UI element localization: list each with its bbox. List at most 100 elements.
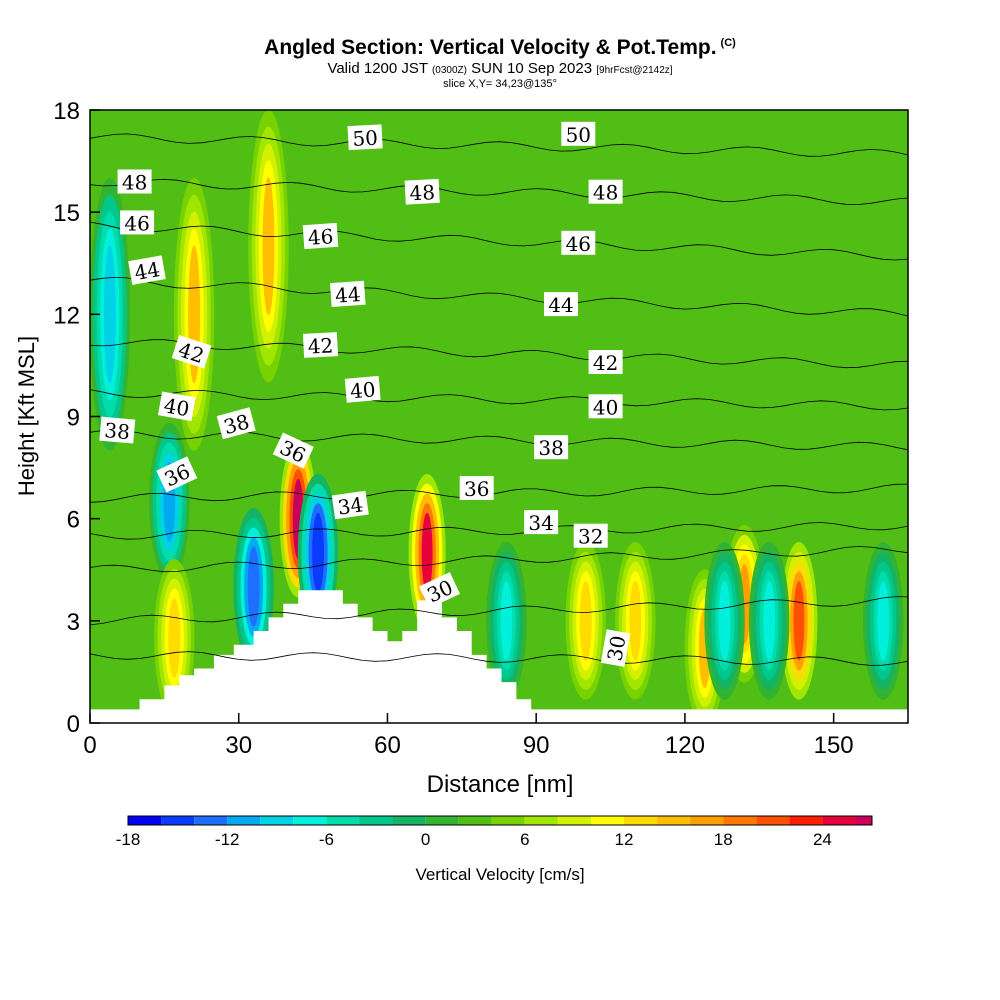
contour-label-box	[419, 572, 460, 609]
velocity-band	[421, 512, 433, 593]
contour-label-box	[573, 523, 608, 548]
contour-label: 46	[120, 210, 155, 235]
contour-label-text: 42	[307, 333, 334, 358]
theta-contour-line	[90, 389, 908, 411]
contour-label-box	[117, 169, 152, 194]
contour-label-box	[588, 350, 623, 374]
contour-label: 40	[157, 391, 196, 421]
velocity-band	[312, 512, 324, 593]
contour-label: 50	[561, 121, 596, 147]
subtitle-valid-time: Valid 1200 JST	[327, 60, 428, 77]
contour-label-text: 46	[124, 211, 149, 235]
y-tick-label: 12	[53, 302, 80, 329]
colorbar-swatch	[690, 816, 724, 825]
subtitle-forecast: [9hrFcst@2142z]	[596, 65, 673, 76]
contour-label: 46	[561, 230, 596, 256]
contour-label-text: 50	[566, 123, 591, 147]
contour-label-box	[600, 629, 631, 667]
contour-label: 36	[459, 476, 494, 501]
colorbar: -18 -12 -6 0 6 12 18 24	[116, 815, 873, 849]
colorbar-swatch	[756, 816, 790, 825]
contour-label: 48	[588, 179, 623, 205]
contour-label: 30	[600, 629, 631, 667]
colorbar-swatch	[557, 816, 591, 825]
velocity-cell	[565, 542, 606, 700]
theta-contour-line	[90, 483, 908, 503]
contour-label-text: 44	[133, 257, 162, 285]
velocity-band	[877, 580, 890, 661]
contour-label-text: 34	[336, 492, 365, 519]
x-axis-label: Distance [nm]	[427, 771, 574, 798]
contour-label-text: 40	[593, 395, 618, 419]
y-tick-label: 9	[67, 405, 80, 432]
contour-label: 38	[216, 407, 256, 440]
colorbar-swatch	[128, 816, 162, 825]
colorbar-swatch	[359, 816, 393, 825]
contour-label-text: 50	[352, 126, 379, 151]
contour-label-box	[524, 510, 559, 535]
contour-label-text: 40	[349, 377, 376, 403]
velocity-cell	[248, 110, 289, 383]
contour-label-box	[330, 280, 366, 308]
colorbar-swatch	[458, 816, 492, 825]
y-tick-label: 3	[67, 609, 80, 636]
contour-label-text: 48	[122, 171, 147, 195]
theta-contour-line	[90, 339, 908, 369]
colorbar-swatch	[392, 816, 426, 825]
contour-label-text: 42	[593, 351, 618, 375]
colorbar-swatch	[590, 816, 624, 825]
velocity-band	[629, 580, 642, 661]
velocity-band	[262, 177, 275, 316]
y-axis: 0 3 6 9 12 15 18	[53, 98, 100, 738]
velocity-cell	[90, 177, 131, 451]
contour-label: 34	[524, 510, 559, 535]
y-tick-label: 18	[53, 98, 80, 125]
contour-label-box	[331, 490, 369, 520]
contour-label-box	[120, 210, 155, 235]
contour-label: 50	[347, 124, 383, 151]
contour-label-box	[561, 121, 596, 146]
colorbar-swatch	[293, 816, 327, 825]
x-tick-label: 0	[83, 732, 96, 759]
contour-label-text: 38	[103, 418, 130, 444]
velocity-cell	[862, 542, 904, 700]
colorbar-tick-label: 12	[615, 830, 634, 849]
contour-label-text: 32	[578, 525, 603, 549]
colorbar-swatch	[789, 816, 823, 825]
contour-label: 44	[330, 280, 366, 308]
contour-label: 44	[544, 292, 578, 317]
colorbar-swatch	[260, 816, 294, 825]
velocity-cell	[704, 542, 745, 700]
contour-label-box	[347, 124, 383, 151]
contour-label-text: 44	[334, 282, 361, 308]
colorbar-swatch	[657, 816, 691, 825]
y-axis-label: Height [Kft MSL]	[14, 336, 39, 496]
x-tick-label: 90	[523, 732, 550, 759]
theta-contour-line	[90, 596, 908, 626]
contour-label: 46	[302, 222, 339, 250]
colorbar-tick-label: 6	[520, 830, 529, 849]
chart-title-text: Angled Section: Vertical Velocity & Pot.…	[264, 36, 717, 59]
colorbar-swatch	[822, 816, 856, 825]
contour-label-box	[302, 222, 339, 250]
theta-contour-line	[90, 546, 908, 573]
colorbar-swatch	[855, 816, 872, 825]
colorbar-tick-label: 0	[421, 830, 430, 849]
contour-label-text: 30	[602, 634, 630, 663]
contour-label-text: 36	[464, 477, 489, 501]
contour-label-box	[128, 255, 166, 285]
contour-label-box	[534, 435, 569, 460]
y-tick-label: 15	[53, 200, 80, 227]
velocity-cell	[615, 542, 656, 700]
contour-label-box	[544, 292, 578, 317]
colorbar-tick-label: 18	[714, 830, 733, 849]
contour-label-box	[156, 456, 198, 493]
contour-label-box	[171, 335, 212, 369]
theta-contours	[90, 133, 908, 666]
y-tick-label: 6	[67, 507, 80, 534]
x-axis: 0 30 60 90 120 150	[83, 713, 854, 759]
contour-label-text: 38	[538, 436, 563, 460]
slice-info: slice X,Y= 34,23@135°	[443, 78, 557, 90]
terrain-profile	[90, 590, 908, 723]
velocity-band	[718, 580, 731, 661]
